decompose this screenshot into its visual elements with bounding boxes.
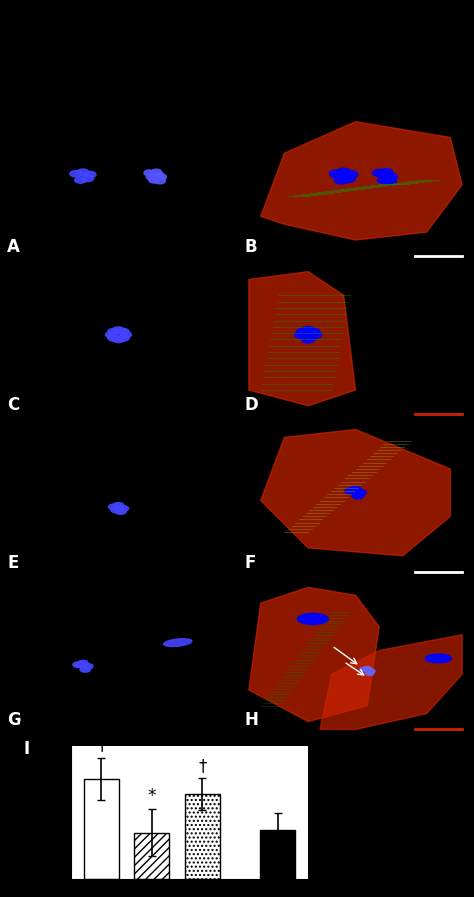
Ellipse shape [360,667,368,672]
Ellipse shape [77,169,89,175]
Ellipse shape [82,664,93,669]
Text: *: * [147,788,156,806]
Ellipse shape [329,170,344,178]
Bar [84,779,119,879]
Ellipse shape [156,174,166,180]
Ellipse shape [294,331,308,338]
Ellipse shape [149,177,159,183]
Ellipse shape [109,504,119,509]
Ellipse shape [298,614,328,624]
Text: †: † [198,757,206,775]
Text: +Bcl-2: +Bcl-2 [80,891,122,897]
Ellipse shape [118,328,129,335]
Ellipse shape [383,178,396,185]
Ellipse shape [363,666,372,671]
Ellipse shape [380,169,393,176]
Ellipse shape [373,170,386,177]
Ellipse shape [384,173,398,180]
Text: A: A [7,238,20,256]
Ellipse shape [106,332,118,338]
Text: F: F [244,553,255,571]
Text: G: G [7,711,21,729]
Ellipse shape [341,175,356,182]
Ellipse shape [108,328,119,335]
Ellipse shape [345,488,356,494]
Title: Myocyte Mitotic Index: Myocyte Mitotic Index [78,726,301,744]
Ellipse shape [116,509,126,514]
Ellipse shape [151,170,162,175]
Ellipse shape [113,502,124,508]
Ellipse shape [144,170,155,176]
Ellipse shape [334,176,348,184]
Polygon shape [320,635,462,729]
Ellipse shape [84,171,96,178]
Text: I: I [24,740,30,758]
Bar [184,794,220,879]
Ellipse shape [164,639,192,647]
Text: H: H [244,711,258,729]
Bar [260,830,295,879]
Ellipse shape [155,178,165,184]
Ellipse shape [354,490,366,496]
Polygon shape [261,122,462,240]
Polygon shape [249,588,379,721]
Ellipse shape [113,336,124,343]
Ellipse shape [119,332,132,338]
Ellipse shape [352,492,364,499]
Bar [134,832,169,879]
Ellipse shape [75,177,86,183]
Ellipse shape [108,335,119,341]
Ellipse shape [78,660,88,666]
Text: †: † [97,736,106,754]
Text: WT: WT [268,891,288,897]
Ellipse shape [426,654,451,663]
Ellipse shape [337,169,351,176]
Ellipse shape [365,671,374,675]
Ellipse shape [73,662,83,667]
Polygon shape [261,430,450,556]
Text: E: E [7,553,18,571]
Ellipse shape [367,669,375,674]
Ellipse shape [82,175,94,181]
Text: D: D [244,396,258,414]
Y-axis label: Mitotic Nuclei per 10³ Nuclei: Mitotic Nuclei per 10³ Nuclei [18,714,32,897]
Ellipse shape [146,174,157,180]
Ellipse shape [297,328,310,335]
Ellipse shape [309,331,322,338]
Text: C: C [7,396,19,414]
Text: -Bcl-2: -Bcl-2 [134,891,170,897]
Ellipse shape [80,666,91,672]
Ellipse shape [344,170,358,179]
Ellipse shape [377,177,391,184]
Ellipse shape [349,486,361,492]
Text: Mean: Mean [185,891,219,897]
Polygon shape [249,272,356,405]
Ellipse shape [118,506,128,511]
Text: B: B [244,238,257,256]
Ellipse shape [75,662,86,667]
Ellipse shape [301,327,315,334]
Ellipse shape [306,328,319,335]
Ellipse shape [118,335,129,341]
Ellipse shape [154,172,164,179]
Ellipse shape [113,327,124,333]
Ellipse shape [70,170,82,177]
Ellipse shape [301,336,315,343]
Ellipse shape [111,507,121,513]
